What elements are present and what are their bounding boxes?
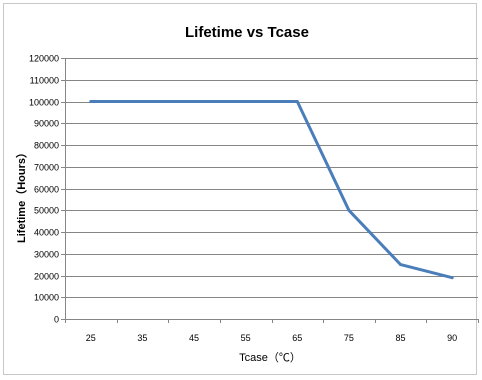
- data-point: [192, 100, 196, 103]
- x-tick-label: 35: [137, 333, 147, 343]
- y-tick-label: 50000: [34, 206, 59, 216]
- x-tick-label: 45: [189, 333, 199, 343]
- data-point: [450, 276, 454, 280]
- y-tick-label: 70000: [34, 163, 59, 173]
- x-tick-label: 90: [447, 333, 457, 343]
- data-point: [89, 100, 93, 103]
- data-point: [295, 100, 299, 103]
- data-point: [399, 263, 402, 267]
- x-tick-labels: 25 35 45 55 65 75 85 90: [86, 333, 457, 343]
- series-line: [89, 100, 454, 280]
- x-tick-label: 55: [241, 333, 251, 343]
- x-tick-label: 85: [396, 333, 406, 343]
- y-tick-labels: 0 10000 20000 30000 40000 50000 60000 70000 8000…: [29, 54, 59, 325]
- x-axis-label: Tcase（℃）: [239, 351, 301, 364]
- data-point: [141, 100, 144, 103]
- y-tick-label: 60000: [34, 185, 59, 195]
- y-tick-label: 0: [54, 315, 59, 325]
- y-tick-label: 40000: [34, 228, 59, 238]
- y-tick-label: 80000: [34, 141, 59, 151]
- data-point: [347, 208, 351, 212]
- y-axis-label: Lifetime（Hours）: [15, 147, 28, 243]
- y-tick-label: 110000: [30, 76, 59, 86]
- series-layer: [89, 100, 454, 280]
- chart-title: Lifetime vs Tcase: [185, 24, 309, 41]
- y-tick-label: 90000: [34, 119, 59, 129]
- y-tick-label: 120000: [29, 54, 59, 64]
- grid: [61, 58, 479, 323]
- y-tick-label: 30000: [34, 250, 59, 260]
- y-tick-label: 10000: [34, 293, 59, 303]
- y-tick-label: 20000: [34, 272, 59, 282]
- x-tick-label: 75: [344, 333, 354, 343]
- x-tick-label: 65: [292, 333, 302, 343]
- y-tick-label: 100000: [29, 98, 59, 108]
- data-point: [244, 100, 248, 103]
- x-tick-label: 25: [86, 333, 96, 343]
